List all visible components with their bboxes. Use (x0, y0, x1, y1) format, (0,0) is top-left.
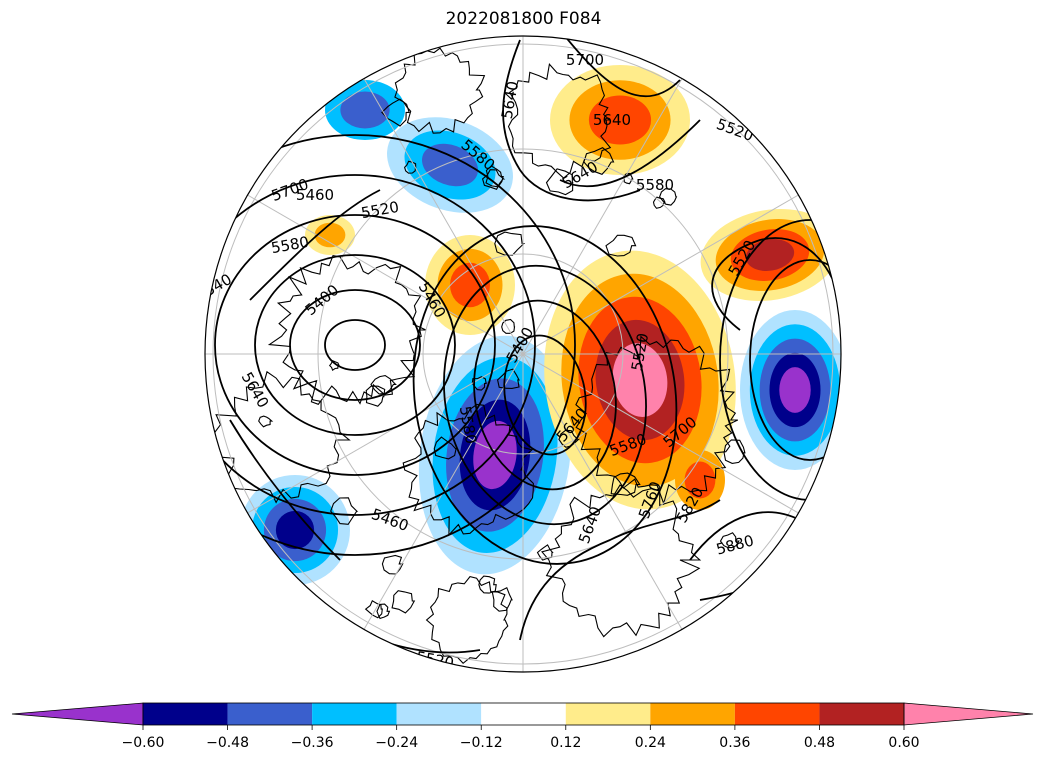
coastlines (209, 47, 746, 665)
coastline-island (652, 196, 666, 209)
coastline-island (658, 188, 678, 206)
contour-low-west (324, 319, 386, 371)
contour-low-center (412, 225, 678, 565)
contour-label: 5700 (566, 51, 604, 69)
colorbar-bin (734, 703, 820, 725)
shade-level (684, 461, 716, 499)
coastline-island (403, 160, 417, 174)
colorbar-tick-label: −0.36 (291, 735, 334, 751)
coastline-canada-archipelago (267, 254, 427, 405)
colorbar-bin (819, 703, 904, 725)
coastline-island (365, 385, 386, 407)
contour-label: 5460 (296, 186, 334, 204)
colorbar-tick-label: −0.60 (122, 735, 165, 751)
map-boundary (204, 35, 842, 673)
colorbar-tick-label: 0.60 (888, 735, 919, 751)
coastline-island (723, 439, 746, 464)
coastline-island (536, 544, 554, 561)
contour-line (229, 419, 341, 561)
coastline-island (719, 532, 740, 549)
coastline-island (433, 436, 457, 460)
coastline-island (481, 169, 506, 190)
coastline-island (381, 98, 410, 127)
colorbar-bin (227, 703, 313, 725)
colorbar-tick-label: −0.24 (375, 735, 418, 751)
coastline-island (330, 497, 359, 525)
shade-level (612, 343, 668, 417)
negative-anomaly-north (387, 117, 513, 213)
shade-level (314, 222, 346, 248)
contour-low-west (205, 174, 536, 516)
positive-anomaly-north (550, 65, 690, 175)
contour-label: 5640 (593, 111, 631, 129)
positive-anomaly-small (305, 215, 355, 255)
contour-line (711, 237, 841, 331)
map-title: 2022081800 F084 (445, 9, 602, 29)
meridian-line (236, 188, 810, 520)
coastline-island (545, 168, 574, 196)
colorbar-tick-label: 0.12 (550, 735, 581, 751)
coastline-island (605, 234, 637, 257)
contour-low-west (205, 134, 576, 556)
coastline-island (471, 376, 487, 391)
colorbar-bin (312, 703, 397, 725)
colorbar-bin (481, 703, 566, 725)
coastline-island (583, 147, 615, 175)
contour-line (559, 119, 701, 188)
colorbar-extend-low (11, 702, 144, 726)
contour-line (689, 511, 801, 561)
shade-level (779, 367, 811, 413)
shade-level (422, 143, 478, 187)
colorbar-bin (650, 703, 735, 725)
contour-low-west (214, 214, 496, 476)
coastline-siberia (507, 62, 612, 179)
coastline-island (328, 359, 340, 372)
coastline-alaska (394, 47, 486, 134)
contour-low-center (443, 264, 647, 526)
contour-low-west (289, 289, 421, 401)
coastline-europe (541, 484, 702, 638)
coastline-island (478, 575, 497, 594)
contour-line (519, 499, 721, 641)
shade-level (450, 262, 490, 308)
colorbar-frame (142, 702, 905, 726)
coastline-island (376, 603, 391, 620)
contour-east (749, 259, 841, 461)
colorbar-tick-label: 0.48 (804, 735, 835, 751)
contour-line (249, 189, 381, 301)
shade-level (275, 510, 315, 550)
coastline-island (364, 600, 383, 619)
contour-line (502, 39, 641, 202)
positive-anomaly-central (544, 250, 736, 510)
colorbar-tick-label: −0.12 (460, 735, 503, 751)
colorbar-tick-label: 0.24 (635, 735, 666, 751)
contour-line (559, 36, 681, 98)
graticule (205, 36, 841, 672)
coastline-island (610, 472, 641, 496)
coastline-island (491, 586, 513, 612)
colorbar-tick-label: 0.36 (719, 735, 750, 751)
coastline-island (258, 415, 274, 428)
colorbar-bin (396, 703, 482, 725)
coastline-island (391, 590, 416, 614)
contour-low-west (254, 254, 456, 436)
coastline-island (496, 368, 520, 389)
colorbar-bin (143, 703, 228, 725)
contour-label: 5580 (636, 176, 674, 194)
coastline-scandinavia (575, 335, 739, 506)
colorbar-bin (565, 703, 651, 725)
colorbar-tick-label: −0.48 (206, 735, 249, 751)
positive-anomaly-southeast (675, 450, 725, 510)
colorbar-extend-high (903, 702, 1034, 726)
